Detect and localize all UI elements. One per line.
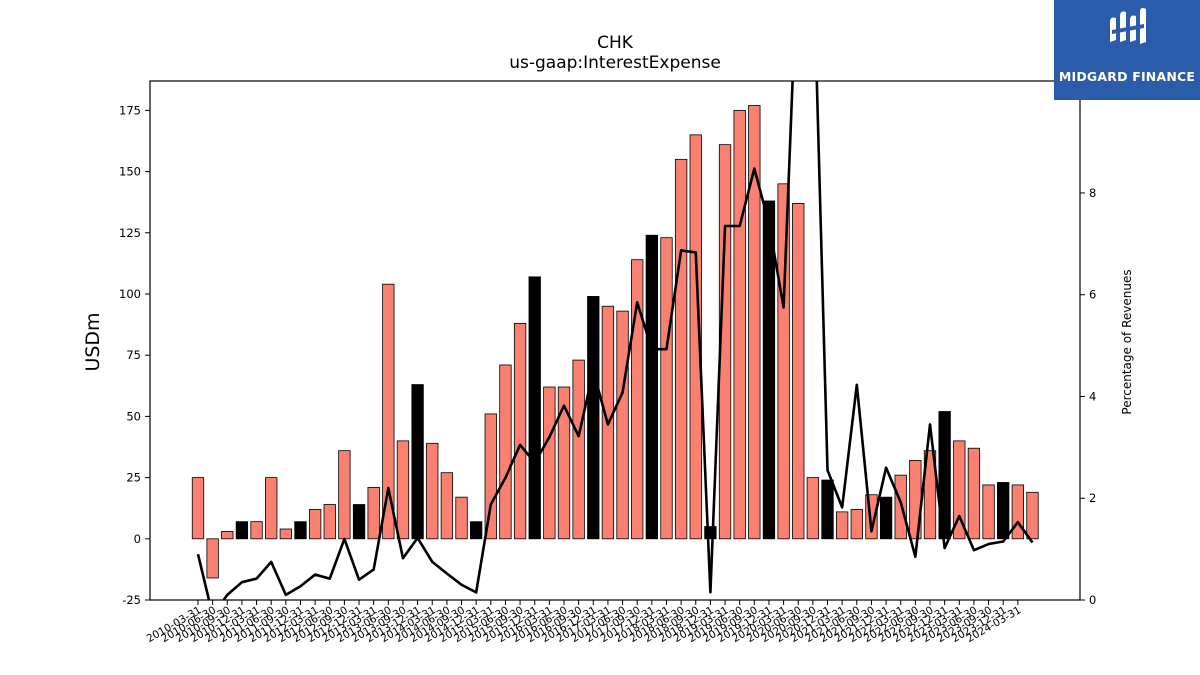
bar-2017-06-30 (616, 310, 629, 540)
midgard-finance-logo: MIDGARD FINANCE (1054, 0, 1200, 100)
bar-2010-06-30 (206, 538, 219, 579)
chart-title: CHK (597, 33, 634, 53)
bar-2021-12-31 (879, 496, 893, 540)
bar-2012-09-30 (338, 450, 351, 540)
bar-2010-03-31 (191, 477, 205, 540)
bar-2020-03-31 (777, 183, 790, 540)
bar-2013-03-31 (367, 486, 380, 540)
y2-tick-label-6: 6 (1089, 288, 1096, 302)
y-tick-label-100: 100 (119, 287, 141, 301)
logo-text: MIDGARD FINANCE (1058, 69, 1196, 84)
bar-2022-09-30 (923, 450, 937, 540)
line-group (196, 81, 1034, 600)
bar-2023-12-31 (997, 482, 1010, 540)
y-axis-label: USDm (82, 312, 104, 371)
y2-tick-label-4: 4 (1089, 389, 1096, 403)
y2-axis-label: Percentage of Revenues (1120, 269, 1134, 414)
bar-2019-06-30 (733, 109, 746, 540)
bar-2018-06-30 (674, 158, 688, 540)
y2-axis: 0 2 4 6 8 (1080, 186, 1096, 607)
y-tick-label-125: 125 (119, 226, 141, 240)
y-tick-label-150: 150 (119, 165, 141, 179)
bar-2010-09-30 (221, 531, 234, 540)
bar-2016-09-30 (572, 359, 585, 540)
y2-tick-label-0: 0 (1089, 593, 1096, 607)
bar-2023-09-30 (982, 484, 995, 540)
y-tick-label-75: 75 (126, 348, 141, 362)
chart-subtitle: us-gaap:InterestExpense (509, 53, 721, 73)
bar-2023-03-31 (953, 440, 966, 540)
bar-2016-12-31 (587, 296, 600, 540)
y-tick-label-50: 50 (126, 409, 141, 423)
midgard-logo-icon (1110, 8, 1146, 44)
bar-2012-12-31 (352, 504, 366, 540)
bar-2019-12-31 (762, 200, 776, 540)
bar-2015-03-31 (484, 413, 497, 540)
bar-2017-12-31 (645, 234, 658, 540)
bar-2018-12-31 (704, 526, 717, 540)
bar-2012-06-30 (323, 504, 336, 540)
bar-2011-03-31 (250, 521, 263, 540)
y-tick-label-175: 175 (119, 103, 141, 117)
revenue-percentage-line (196, 81, 1034, 600)
bar-2018-03-31 (660, 237, 673, 540)
bar-2015-09-30 (513, 322, 527, 540)
bar-2014-03-31 (426, 442, 439, 540)
bar-2010-12-31 (235, 521, 249, 540)
bar-2013-09-30 (396, 440, 410, 540)
bar-2020-12-31 (821, 479, 834, 540)
bar-undefined (1026, 491, 1039, 540)
y2-tick-label-8: 8 (1089, 186, 1096, 200)
bar-2017-09-30 (631, 259, 644, 540)
bars-group (191, 105, 1039, 579)
bar-2024-03-31 (1011, 484, 1024, 540)
bar-2011-06-30 (265, 477, 278, 540)
bar-2014-12-31 (470, 521, 483, 540)
bar-2020-09-30 (806, 477, 820, 540)
bar-2021-03-31 (836, 511, 849, 540)
bar-2023-06-30 (967, 447, 981, 540)
y-tick-label--25: -25 (122, 593, 141, 607)
y2-tick-label-2: 2 (1089, 491, 1096, 505)
bar-2011-12-31 (294, 521, 307, 540)
y-tick-label-0: 0 (134, 532, 141, 546)
bar-2016-03-31 (543, 386, 556, 540)
bar-2014-06-30 (440, 472, 454, 540)
y-tick-label-25: 25 (126, 471, 141, 485)
bar-2014-09-30 (455, 496, 468, 540)
bar-2021-06-30 (850, 509, 863, 540)
bar-2015-12-31 (528, 276, 541, 540)
bar-2016-06-30 (557, 386, 571, 540)
x-axis: 2010-03-312010-06-302010-09-302010-12-31… (145, 600, 1023, 645)
bar-2020-06-30 (792, 203, 805, 540)
bar-2013-06-30 (382, 283, 395, 540)
y-axis: -25 0 25 50 75 100 125 150 175 (119, 103, 150, 607)
bar-2013-12-31 (411, 384, 424, 540)
bar-2021-09-30 (865, 494, 878, 540)
bar-2018-09-30 (689, 134, 702, 540)
bar-2015-06-30 (499, 364, 512, 540)
bar-2012-03-31 (308, 509, 322, 540)
plot-frame (149, 80, 1081, 601)
bar-2011-09-30 (279, 528, 292, 540)
bar-2019-09-30 (748, 105, 761, 540)
